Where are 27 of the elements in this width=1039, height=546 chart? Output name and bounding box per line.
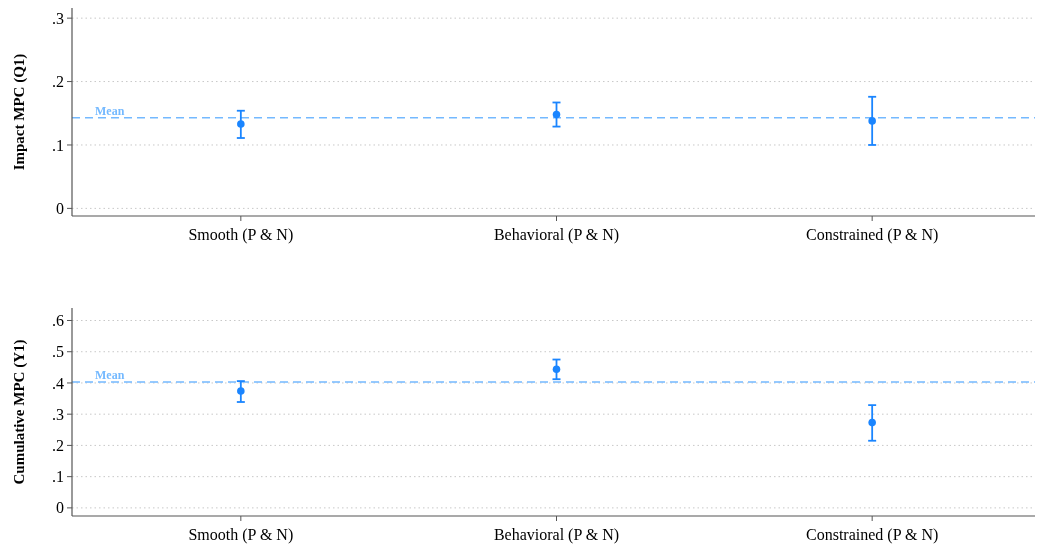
x-tick-label: Behavioral (P & N) bbox=[493, 526, 620, 544]
point bbox=[868, 418, 876, 427]
y-tick-label: .4 bbox=[52, 374, 64, 392]
point bbox=[237, 120, 245, 128]
y-tick-label: 0 bbox=[56, 499, 64, 517]
ref-line-label: Mean bbox=[95, 103, 125, 118]
y-tick-label: 0 bbox=[56, 199, 64, 217]
x-tick-label: Smooth (P & N) bbox=[188, 526, 294, 544]
y-tick-label: .3 bbox=[52, 9, 64, 27]
y-tick-label: .6 bbox=[52, 312, 64, 330]
y-axis-title: Impact MPC (Q1) bbox=[11, 53, 28, 171]
y-tick-label: .2 bbox=[52, 437, 64, 455]
y-tick-label: .3 bbox=[52, 405, 64, 423]
point bbox=[237, 387, 245, 395]
point bbox=[552, 365, 561, 373]
ref-line-label: Mean bbox=[95, 368, 125, 383]
point bbox=[868, 117, 876, 125]
y-tick-label: .1 bbox=[52, 136, 64, 154]
y-tick-label: .2 bbox=[52, 73, 64, 91]
x-tick-label: Constrained (P & N) bbox=[806, 526, 939, 544]
point bbox=[552, 110, 561, 119]
y-tick-label: .1 bbox=[52, 468, 64, 486]
y-axis-title: Cumulative MPC (Y1) bbox=[11, 339, 28, 485]
x-tick-label: Behavioral (P & N) bbox=[493, 226, 620, 244]
y-tick-label: .5 bbox=[52, 343, 64, 361]
x-tick-label: Constrained (P & N) bbox=[806, 226, 939, 244]
x-tick-label: Smooth (P & N) bbox=[188, 226, 294, 244]
